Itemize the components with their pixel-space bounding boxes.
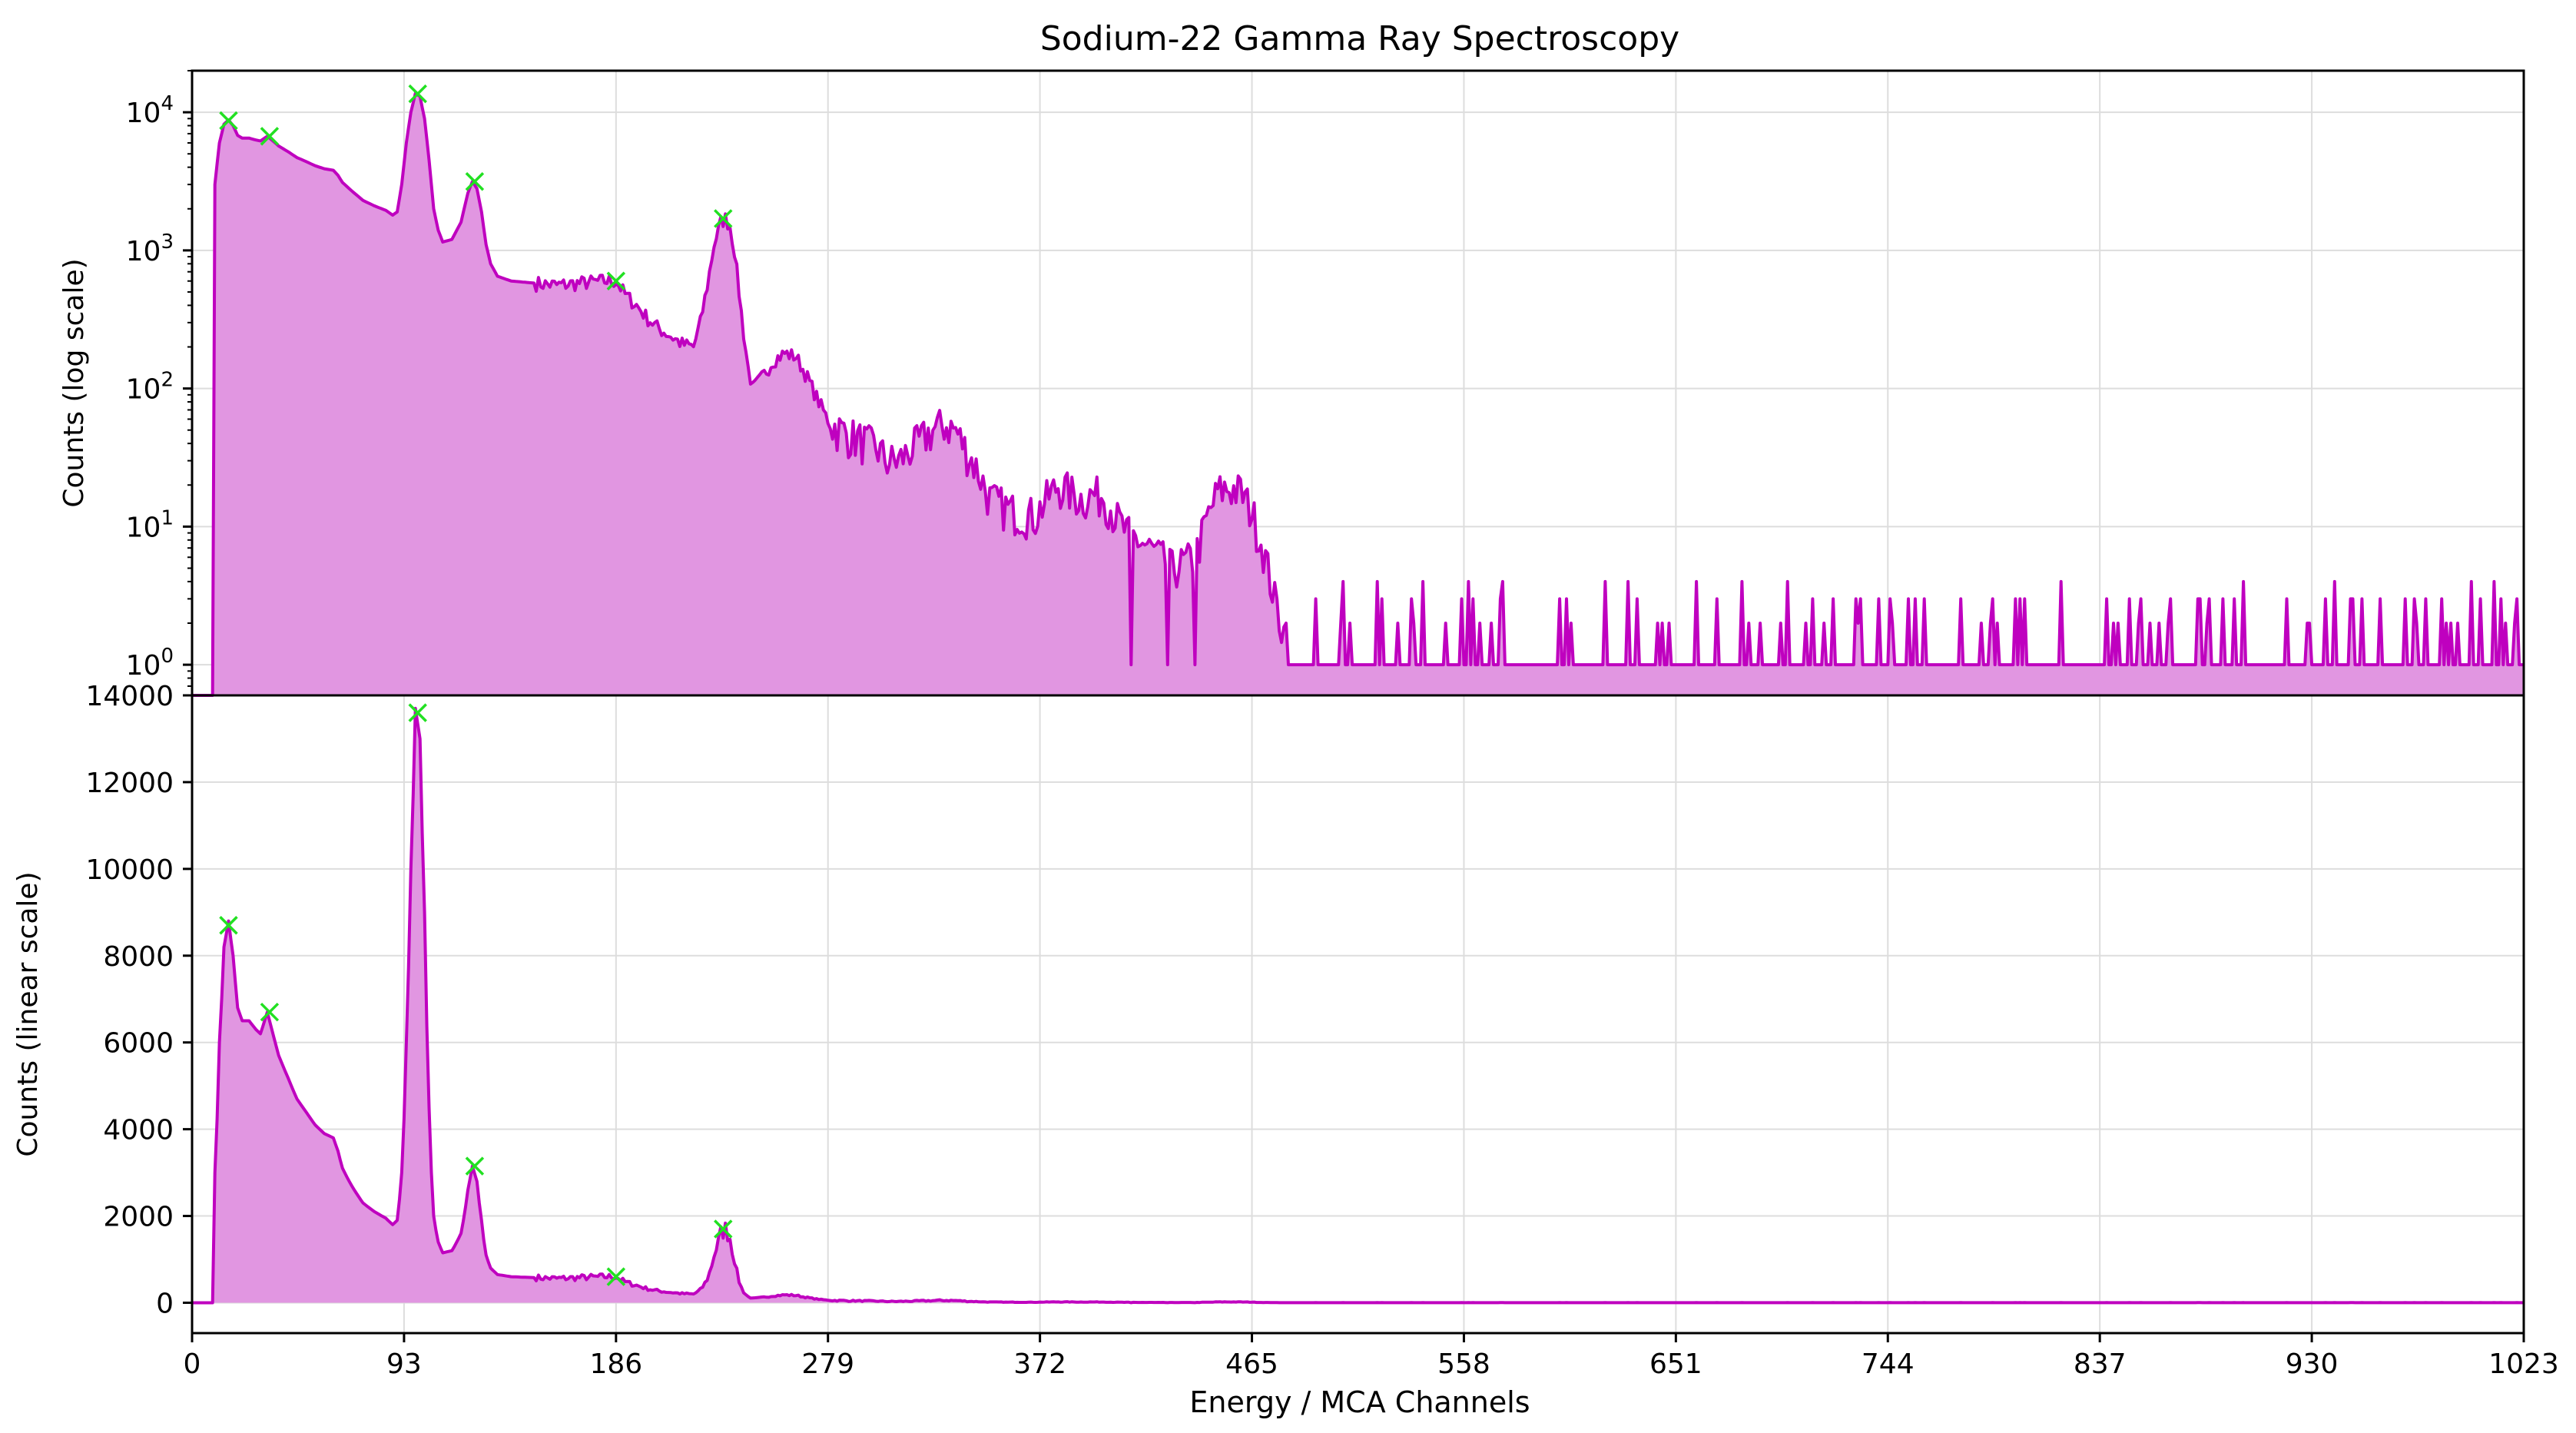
linear-peak-markers <box>219 703 733 1286</box>
peak-marker <box>714 209 733 228</box>
peak-marker <box>465 1156 485 1176</box>
peak-marker <box>465 172 485 191</box>
peak-marker <box>260 127 280 146</box>
log-spectrum-area <box>192 93 2524 695</box>
x-tick-label: 372 <box>1013 1348 1066 1380</box>
y-tick-label: 102 <box>126 369 174 406</box>
x-tick-label: 465 <box>1225 1348 1278 1380</box>
x-tick-label: 93 <box>386 1348 422 1380</box>
peak-marker <box>408 703 427 722</box>
peak-marker <box>606 271 626 290</box>
y-tick-label: 4000 <box>103 1115 174 1146</box>
linear-grid <box>191 695 2525 1333</box>
y-tick-label: 6000 <box>103 1028 174 1060</box>
log-panel: 100 101 102 103 104 Counts (log scale) <box>58 69 2525 697</box>
x-tick-label: 744 <box>1862 1348 1915 1380</box>
peak-marker <box>606 1267 626 1286</box>
y-tick-label: 8000 <box>103 941 174 973</box>
linear-axes-frame <box>191 694 2525 1335</box>
y-tick-label: 10000 <box>85 854 174 886</box>
peak-marker <box>219 916 238 935</box>
x-tick-label: 1023 <box>2488 1348 2559 1380</box>
x-tick-label: 0 <box>184 1348 201 1380</box>
log-y-ticks: 100 101 102 103 104 <box>126 70 192 696</box>
x-axis-label: Energy / MCA Channels <box>1189 1385 1530 1419</box>
x-tick-label: 558 <box>1437 1348 1490 1380</box>
log-peak-markers <box>219 84 733 290</box>
y-tick-label: 12000 <box>85 768 174 799</box>
y-tick-label: 2000 <box>103 1202 174 1233</box>
x-tick-label: 279 <box>801 1348 854 1380</box>
peak-marker <box>714 1219 733 1239</box>
y-tick-label: 101 <box>126 506 174 543</box>
linear-y-axis-label: Counts (linear scale) <box>12 871 44 1156</box>
linear-spectrum-line <box>192 706 2524 1305</box>
x-ticks: 0 93 186 279 372 465 558 651 744 837 930 1023 <box>184 1333 2559 1380</box>
peak-marker <box>260 1002 280 1022</box>
y-tick-label: 100 <box>126 645 174 682</box>
linear-panel: 0 2000 4000 6000 8000 10000 12000 14000 Counts … <box>12 681 2525 1335</box>
chart-title: Sodium-22 Gamma Ray Spectroscopy <box>1040 19 1679 58</box>
peak-marker <box>219 111 238 131</box>
x-tick-label: 930 <box>2286 1348 2339 1380</box>
linear-spectrum-area <box>192 708 2524 1303</box>
log-spectrum-line <box>192 91 2524 697</box>
x-tick-label: 186 <box>589 1348 642 1380</box>
x-tick-label: 651 <box>1649 1348 1702 1380</box>
linear-y-ticks: 0 2000 4000 6000 8000 10000 12000 14000 <box>85 681 192 1319</box>
log-y-axis-label: Counts (log scale) <box>58 258 90 507</box>
y-tick-label: 0 <box>156 1288 174 1319</box>
y-tick-label: 103 <box>126 231 174 267</box>
y-tick-label: 14000 <box>85 681 174 712</box>
y-tick-label: 104 <box>126 92 174 129</box>
x-tick-label: 837 <box>2074 1348 2127 1380</box>
peak-marker <box>408 84 427 104</box>
